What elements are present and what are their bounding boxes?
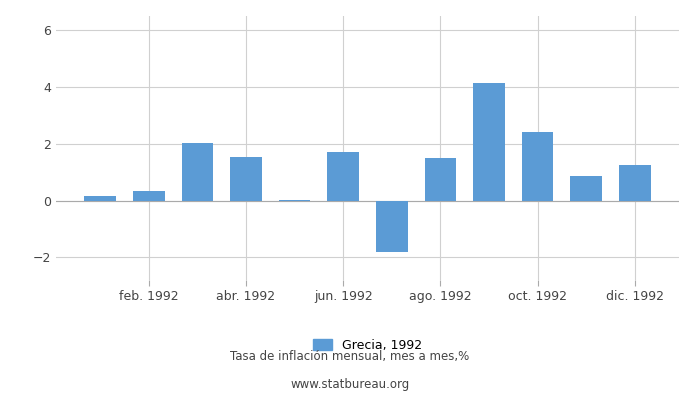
Bar [133, 190, 164, 200]
Bar [522, 132, 554, 200]
Bar [570, 176, 602, 200]
Legend: Grecia, 1992: Grecia, 1992 [308, 334, 427, 357]
Bar [619, 165, 651, 200]
Bar [84, 196, 116, 200]
Bar [425, 158, 456, 200]
Bar [328, 152, 359, 200]
Text: Tasa de inflación mensual, mes a mes,%: Tasa de inflación mensual, mes a mes,% [230, 350, 470, 363]
Bar [230, 156, 262, 200]
Bar [473, 83, 505, 200]
Bar [181, 143, 213, 200]
Text: www.statbureau.org: www.statbureau.org [290, 378, 410, 391]
Bar [376, 200, 407, 252]
